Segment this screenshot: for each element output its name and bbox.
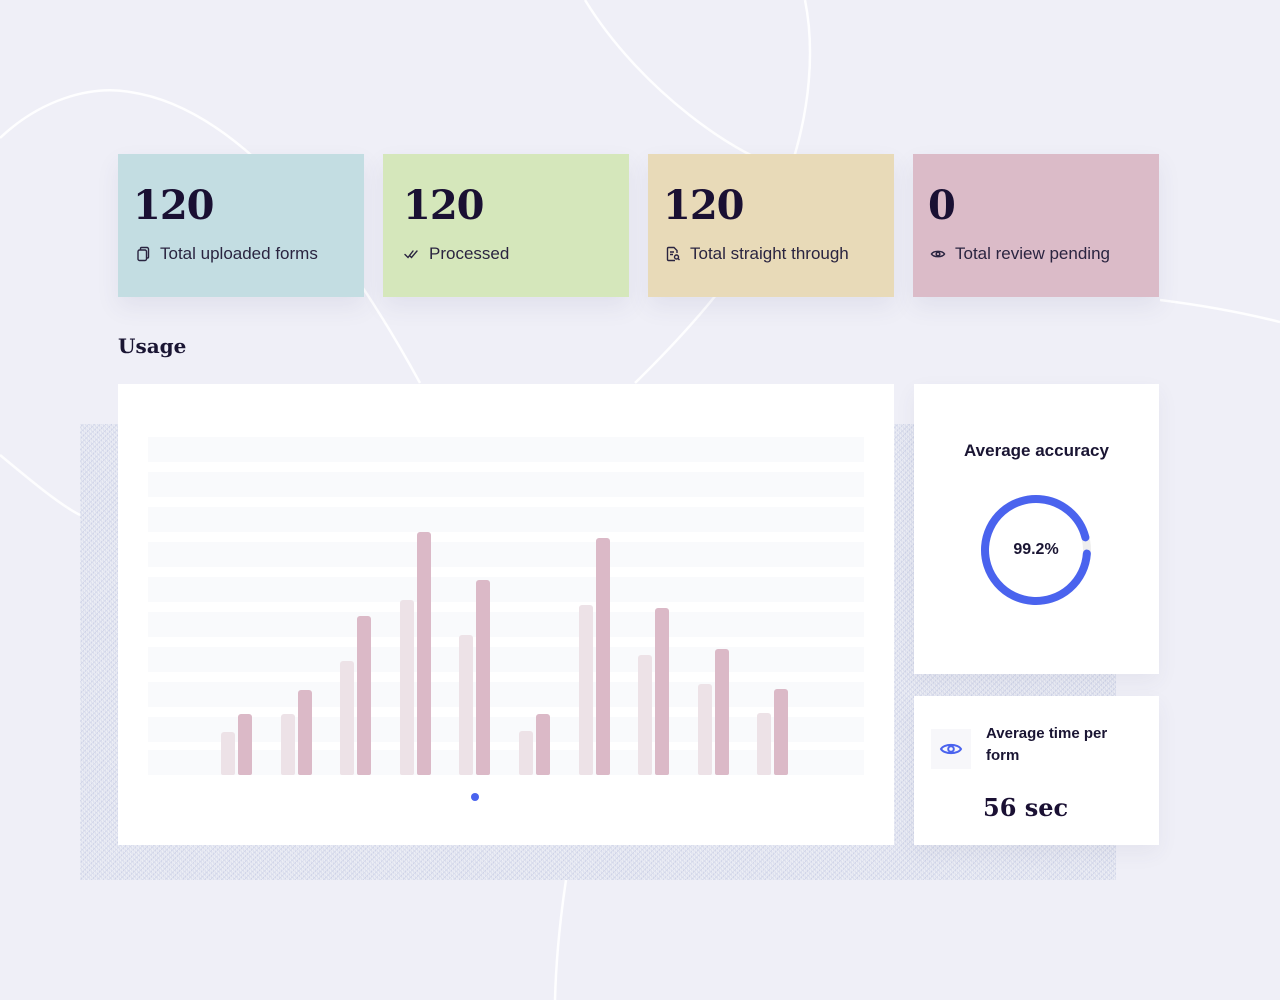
chart-bar [416,532,431,775]
chart-bar [536,714,550,775]
stat-value: 0 [928,182,956,229]
accuracy-value: 99.2% [1013,541,1059,558]
eye-icon [930,250,946,258]
copy-icon [137,246,150,262]
usage-chart-card [118,384,894,845]
grid-band [148,717,864,742]
chart-bar [280,714,295,775]
chart-bar [340,661,355,775]
grid-band [148,682,864,707]
stat-label-text: Total review pending [955,244,1110,263]
grid-band [148,750,864,775]
grid-band [148,507,864,532]
chart-bar [399,600,414,775]
usage-bar-chart [148,437,864,775]
stat-card-uploaded: 120 Total uploaded forms [118,154,364,297]
avg-time-title: Average time per form [986,725,1108,764]
stat-value: 120 [403,182,484,229]
chart-bar [595,538,610,775]
chart-bar [297,690,312,775]
eye-icon [939,743,963,755]
chart-bar [357,616,372,775]
stat-value: 120 [663,182,744,229]
grid-band [148,437,864,462]
section-title-usage: Usage [118,334,187,358]
double-check-icon [404,250,418,259]
chart-bar [774,689,789,775]
grid-band [148,612,864,637]
chart-bar [221,732,235,775]
chart-bar [655,608,670,775]
average-time-card: Average time per form 56 sec [914,696,1159,845]
average-accuracy-card: Average accuracy 99.2% [914,384,1159,674]
accuracy-donut-ring [981,495,1091,605]
stat-card-straight-through: 120 Total straight through [648,154,894,297]
chart-pager-dot[interactable] [471,793,479,801]
chart-bar [459,635,474,775]
grid-band [148,647,864,672]
chart-bar [714,649,729,775]
chart-bar [638,655,653,775]
chart-bar [697,684,712,775]
chart-bar [476,580,491,775]
stat-card-processed: 120 Processed [383,154,629,297]
stat-card-review-pending: 0 Total review pending [913,154,1159,297]
grid-band [148,472,864,497]
stat-label-text: Processed [429,244,510,263]
stat-label-text: Total straight through [690,244,849,263]
chart-bar [519,731,533,775]
chart-bar [238,714,252,775]
stat-value: 120 [133,182,214,229]
grid-band [148,542,864,567]
chart-bar [578,605,593,775]
stat-label-text: Total uploaded forms [160,244,318,263]
document-search-icon [666,246,680,262]
grid-band [148,577,864,602]
accuracy-title: Average accuracy [964,441,1109,460]
avg-time-value: 56 sec [983,793,1069,822]
chart-bar [757,713,772,775]
